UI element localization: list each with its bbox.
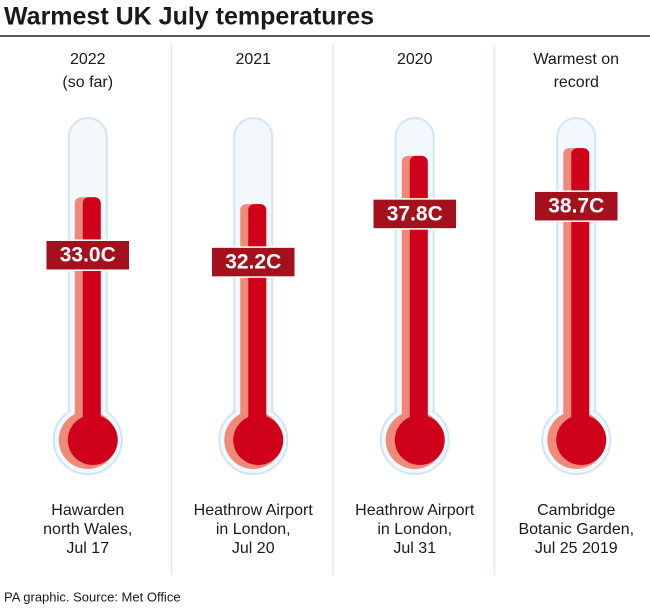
location: Botanic Garden,: [518, 521, 634, 538]
location: Hawarden: [51, 502, 124, 519]
value-label-box: [372, 198, 458, 230]
value-label-box: [210, 246, 296, 278]
value-label-box: [533, 190, 619, 222]
column-header: 2022: [70, 51, 106, 68]
bulb: [394, 415, 445, 465]
value-label-box: [45, 239, 131, 271]
column-header: 2020: [397, 51, 433, 68]
bulb: [67, 415, 118, 465]
location: Heathrow Airport: [194, 502, 314, 519]
location: in London,: [377, 521, 452, 538]
location: Jul 25 2019: [535, 540, 618, 557]
value-label: 33.0C: [60, 244, 116, 267]
column-header: record: [554, 74, 599, 91]
location: Jul 17: [66, 540, 109, 557]
column-header: Warmest on: [533, 51, 619, 68]
value-label: 38.7C: [548, 195, 604, 218]
column-header: (so far): [62, 74, 113, 91]
mercury: [248, 204, 267, 440]
location: Jul 31: [393, 540, 436, 557]
source: PA graphic. Source: Met Office: [4, 589, 181, 604]
bulb: [233, 415, 284, 465]
location: Cambridge: [537, 502, 615, 519]
location: in London,: [216, 521, 291, 538]
value-label: 32.2C: [225, 251, 281, 274]
value-label: 37.8C: [387, 202, 443, 225]
location: north Wales,: [43, 521, 132, 538]
location: Jul 20: [232, 540, 275, 557]
column-header: 2021: [235, 51, 271, 68]
chart-title: Warmest UK July temperatures: [4, 3, 374, 31]
bulb: [556, 415, 607, 465]
location: Heathrow Airport: [355, 502, 475, 519]
mercury: [82, 197, 101, 440]
